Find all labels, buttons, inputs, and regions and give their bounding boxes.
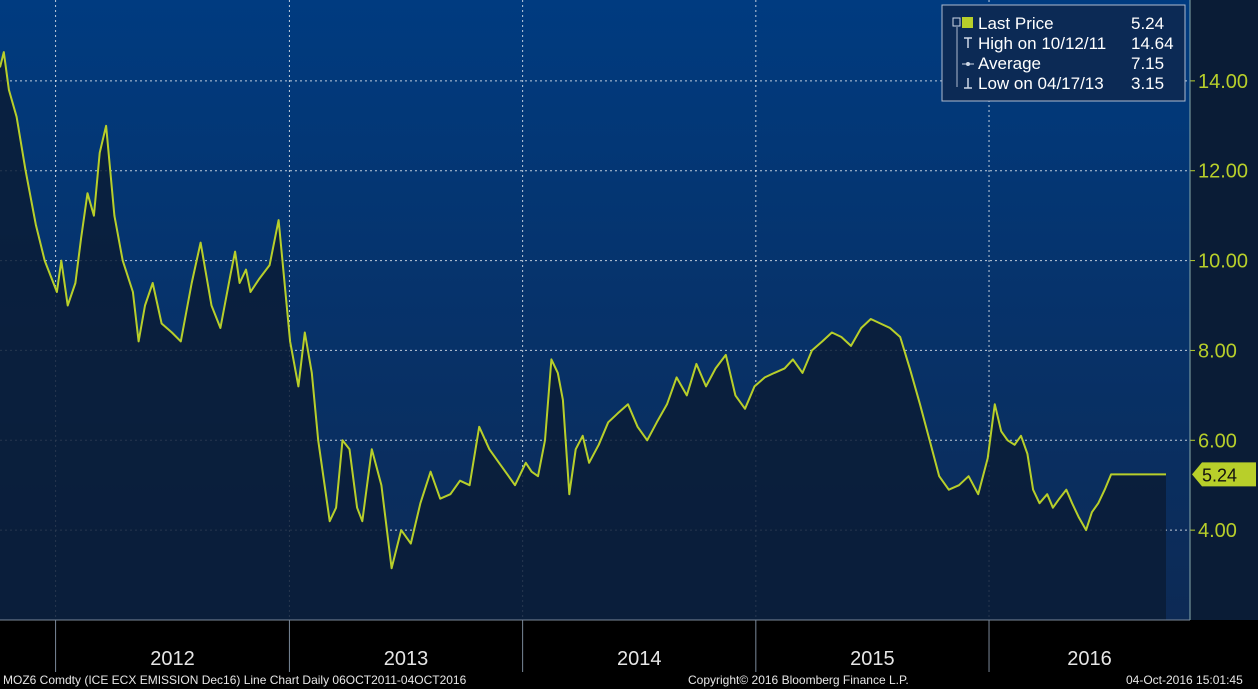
- low-marker-icon: [964, 78, 972, 89]
- legend-box: [941, 4, 1186, 102]
- series-area: [0, 52, 1166, 621]
- series-line-layer: [0, 51, 1166, 570]
- legend-label-low: Low on 04/17/13: [978, 74, 1104, 93]
- last-price-label: 5.24: [1202, 465, 1237, 485]
- xaxis-background: [0, 620, 1258, 672]
- footer-copyright: Copyright© 2016 Bloomberg Finance L.P.: [688, 673, 909, 687]
- high-marker-icon: [964, 37, 972, 48]
- y-tick-label: 12.00: [1198, 161, 1248, 183]
- legend: Last Price 5.24 High on 10/12/11 14.64 A…: [941, 4, 1186, 102]
- y-axis: 4.00 6.00 8.00 10.00 12.00 14.00: [1189, 0, 1248, 620]
- y-tick-label: 6.00: [1198, 430, 1237, 452]
- legend-marker-last-price: [962, 17, 973, 28]
- x-year-label: 2013: [384, 648, 429, 670]
- x-year-label: 2016: [1067, 648, 1112, 670]
- last-price-tag: [1192, 462, 1256, 487]
- y-tick-label: 10.00: [1198, 251, 1248, 273]
- legend-collapse-icon[interactable]: [952, 17, 961, 27]
- footer-chart-info: MOZ6 Comdty (ICE ECX EMISSION Dec16) Lin…: [3, 673, 467, 687]
- average-dot-icon: [966, 62, 970, 66]
- footer-timestamp: 04-Oct-2016 15:01:45: [1126, 673, 1243, 687]
- axis-background: [1190, 0, 1258, 620]
- legend-value-average: 7.15: [1131, 54, 1164, 73]
- area-fill-layer: [0, 52, 1166, 621]
- footer-background: [0, 672, 1258, 689]
- legend-label-high: High on 10/12/11: [978, 34, 1106, 53]
- y-tick-label: 14.00: [1198, 71, 1248, 93]
- series-line: [0, 51, 1166, 570]
- x-year-label: 2012: [150, 648, 195, 670]
- legend-label-last-price: Last Price: [978, 14, 1054, 33]
- x-year-label: 2015: [850, 648, 895, 670]
- y-tick-label: 8.00: [1198, 340, 1237, 362]
- legend-value-low: 3.15: [1131, 74, 1164, 93]
- y-tick-label: 4.00: [1198, 520, 1237, 542]
- x-year-label: 2014: [617, 648, 662, 670]
- last-price-marker: 5.24: [1192, 462, 1256, 487]
- legend-label-average: Average: [978, 54, 1041, 73]
- legend-value-high: 14.64: [1131, 34, 1174, 53]
- legend-value-last-price: 5.24: [1131, 14, 1164, 33]
- x-axis: 2012 2013 2014 2015 2016: [0, 619, 1190, 672]
